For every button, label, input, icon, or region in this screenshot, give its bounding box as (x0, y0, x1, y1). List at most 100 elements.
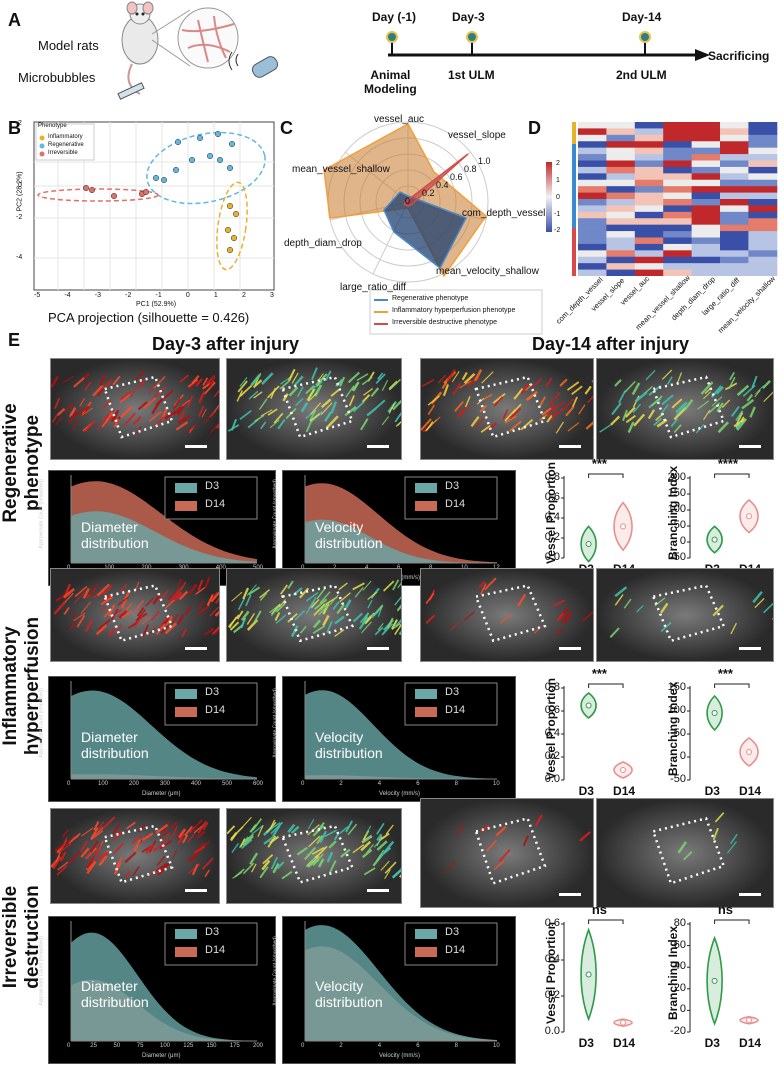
heatmap-cell (606, 173, 636, 181)
heatmap-cb-tick: 2 (556, 160, 560, 167)
heatmap-cell (720, 134, 749, 142)
heatmap-cell (606, 154, 636, 161)
heatmap-cell (748, 218, 778, 226)
timeline-dot-1 (386, 31, 398, 55)
radar-rtick: 0.4 (436, 180, 449, 190)
pca-xtick: -2 (125, 292, 132, 299)
hist-xtick: 0 (67, 1043, 71, 1049)
radar-legend-irreversible: Irreversible destructive phenotype (392, 319, 498, 326)
heatmap-cell (663, 122, 693, 129)
hist-xtick: 100 (160, 1043, 171, 1049)
heatmap-cell (578, 218, 607, 226)
d3-area (71, 690, 257, 779)
heatmap-cell (720, 237, 749, 245)
pca-legend-inflammatory: Inflammatory (48, 134, 83, 140)
heatmap-cell (606, 263, 636, 271)
timeline-event-3: 2nd ULM (616, 68, 667, 82)
heatmap-cell (748, 160, 778, 168)
heatmap-col: mean_velocity_shallow (716, 274, 778, 335)
radar-rtick: 0 (405, 196, 411, 206)
heatmap-cell (663, 243, 693, 251)
heatmap-cell (578, 173, 607, 181)
heatmap: 2 1 0 -1 -2 com_depth_vessel vessel_slop… (546, 122, 782, 335)
heatmap-cell (634, 243, 664, 251)
velocity-title: Velocity distribution (315, 729, 383, 762)
heatmap-cell (606, 147, 636, 155)
pca-plot: Phenotype Inflammatory Regenerative Irre… (16, 120, 280, 330)
pca-xlabel: PC1 (52.9%) (136, 301, 177, 308)
col-header-d3: Day-3 after injury (152, 334, 300, 354)
violin-ytick: 0.4 (544, 727, 560, 739)
violin-ytick: -50 (670, 551, 686, 563)
heatmap-cell (634, 166, 664, 174)
heatmap-cell (663, 160, 693, 168)
violin-ytick: 0.0 (544, 551, 560, 563)
hist-xtick: 6 (416, 1043, 420, 1049)
violin-ytick: 0.2 (544, 531, 560, 543)
heatmap-cell (691, 237, 721, 245)
heatmap-cell (720, 186, 749, 194)
hist-xtick: 175 (229, 1043, 240, 1049)
violin-ytick: 0.2 (544, 989, 560, 1001)
violin-ytick: 150 (667, 681, 686, 693)
ultrasound-image (226, 808, 402, 904)
panel-label-e: E (8, 330, 21, 350)
heatmap-cell (606, 186, 636, 194)
legend-d3: D3 (445, 926, 460, 938)
panel-label-a: A (8, 10, 21, 30)
d3-area (71, 932, 257, 1041)
heatmap-cell (578, 205, 607, 213)
heatmap-cell (634, 186, 664, 194)
heatmap-cell (720, 179, 749, 187)
heatmap-cell (663, 237, 693, 245)
violin-ytick: 100 (667, 503, 686, 515)
hist-xtick: 75 (136, 1043, 144, 1049)
hist-xtick: 25 (90, 1043, 97, 1049)
violin-ytick: 150 (667, 487, 686, 499)
violin-ytick: 50 (673, 727, 686, 739)
ultrasound-image (50, 808, 220, 904)
hist-xtick: 2 (339, 781, 343, 787)
significance-marker: ns (717, 902, 733, 917)
heatmap-cell (720, 147, 749, 155)
heatmap-cell (578, 269, 607, 277)
heatmap-cell (606, 166, 636, 174)
heatmap-cell (748, 128, 778, 136)
heatmap-cell (748, 243, 778, 251)
diameter-distribution-chart: D3 D14 Diameter distribution Approximate Co… (39, 916, 276, 1064)
hist-xtick: 150 (206, 1043, 217, 1049)
legend-d14: D14 (205, 704, 226, 716)
ultrasound-image (50, 358, 220, 460)
vessel-proportion-ylabel: Vessel Proportion (544, 461, 559, 565)
legend-d14: D14 (445, 498, 466, 510)
heatmap-cell (748, 224, 778, 232)
heatmap-cell (691, 224, 721, 232)
group-label-d3: D3 (578, 1036, 594, 1050)
heatmap-cb-tick: -1 (554, 211, 561, 218)
pca-legend-regenerative: Regenerative (48, 142, 84, 148)
model-rats-label: Model rats (38, 38, 99, 53)
radar-rtick: 0.6 (450, 172, 463, 182)
heatmap-column-labels: com_depth_vessel vessel_slope vessel_auc… (546, 273, 782, 335)
radar-chart: vessel_auc vessel_slope com_depth_vessel… (284, 112, 545, 338)
heatmap-cell (720, 269, 749, 277)
heatmap-cell (663, 173, 693, 181)
heatmap-cell (578, 199, 607, 206)
heatmap-cell (663, 179, 693, 187)
panel-label-b: B (8, 118, 21, 138)
legend-d14: D14 (445, 944, 466, 956)
ultrasound-image (420, 798, 594, 908)
timeline-dot-2 (466, 31, 478, 55)
violin-ytick: 0.6 (544, 491, 560, 503)
microbubbles-label: Microbubbles (18, 70, 96, 85)
heatmap-cell (748, 192, 778, 200)
pca-legend-irreversible: Irreversible (48, 150, 78, 156)
heatmap-cell (634, 224, 664, 232)
heatmap-cell (748, 154, 778, 161)
hist-xtick: 400 (191, 781, 202, 787)
heatmap-cell (720, 256, 749, 264)
heatmap-cell (634, 134, 664, 142)
timeline-day-2: Day-3 (452, 10, 485, 24)
timeline-end-label: Sacrificing (708, 49, 770, 63)
hist-xtick: 200 (129, 781, 140, 787)
